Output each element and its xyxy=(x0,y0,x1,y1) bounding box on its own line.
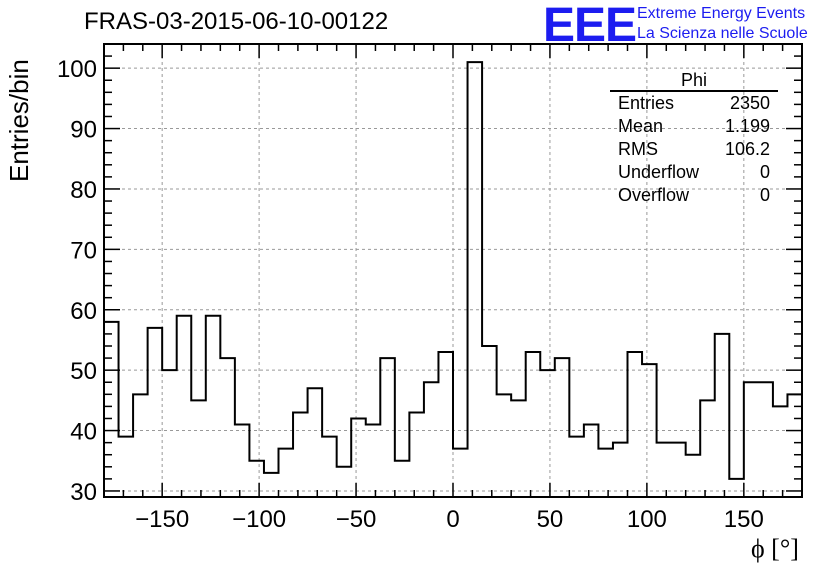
stats-label: RMS xyxy=(618,139,658,159)
logo-caption-line1: Extreme Energy Events xyxy=(637,5,806,22)
y-tick-label: 90 xyxy=(70,117,97,144)
y-tick-label: 50 xyxy=(70,358,97,385)
y-axis-label: Entries/bin xyxy=(4,59,34,182)
stats-value: 2350 xyxy=(729,93,770,113)
x-axis-label: ϕ [°] xyxy=(751,534,799,563)
stats-value: 0 xyxy=(759,185,770,205)
stats-label: Underflow xyxy=(618,162,700,182)
y-tick-label: 100 xyxy=(57,56,97,83)
logo-caption-line2: La Scienza nelle Scuole xyxy=(637,25,808,42)
x-tick-label: 150 xyxy=(724,506,764,533)
stats-box: Phi Entries 2350 Mean 1.199 RMS 106.2 Under… xyxy=(610,70,778,207)
stats-value: 1.199 xyxy=(724,116,770,136)
stats-value: 0 xyxy=(759,162,770,182)
y-tick-label: 70 xyxy=(70,237,97,264)
stats-label: Overflow xyxy=(618,185,690,205)
logo-caption: Extreme Energy Events La Scienza nelle S… xyxy=(637,4,808,44)
x-tick-label: 100 xyxy=(627,506,667,533)
stats-row: RMS 106.2 xyxy=(610,138,778,161)
stats-row: Entries 2350 xyxy=(610,92,778,115)
x-tick-label: −100 xyxy=(232,506,286,533)
stats-label: Mean xyxy=(618,116,664,136)
y-tick-label: 60 xyxy=(70,298,97,325)
stats-row: Overflow 0 xyxy=(610,184,778,207)
x-tick-label: −150 xyxy=(135,506,189,533)
y-tick-label: 30 xyxy=(70,479,97,506)
x-tick-label: 50 xyxy=(537,506,564,533)
stats-label: Entries xyxy=(618,93,675,113)
y-tick-label: 80 xyxy=(70,177,97,204)
y-tick-label: 40 xyxy=(70,419,97,446)
stats-row: Underflow 0 xyxy=(610,161,778,184)
stats-title: Phi xyxy=(610,70,778,92)
histogram-line xyxy=(103,61,803,497)
x-tick-label: −50 xyxy=(336,506,377,533)
chart-title: FRAS-03-2015-06-10-00122 xyxy=(84,8,389,35)
x-tick-label: 0 xyxy=(446,506,459,533)
stats-value: 106.2 xyxy=(724,139,770,159)
eee-logo: EEE xyxy=(543,0,637,52)
axis-tick-labels: −150 −100 −50 0 50 100 150 30 40 50 60 70 80 90 100 xyxy=(57,56,764,533)
stats-row: Mean 1.199 xyxy=(610,115,778,138)
axis-ticks xyxy=(104,43,802,497)
